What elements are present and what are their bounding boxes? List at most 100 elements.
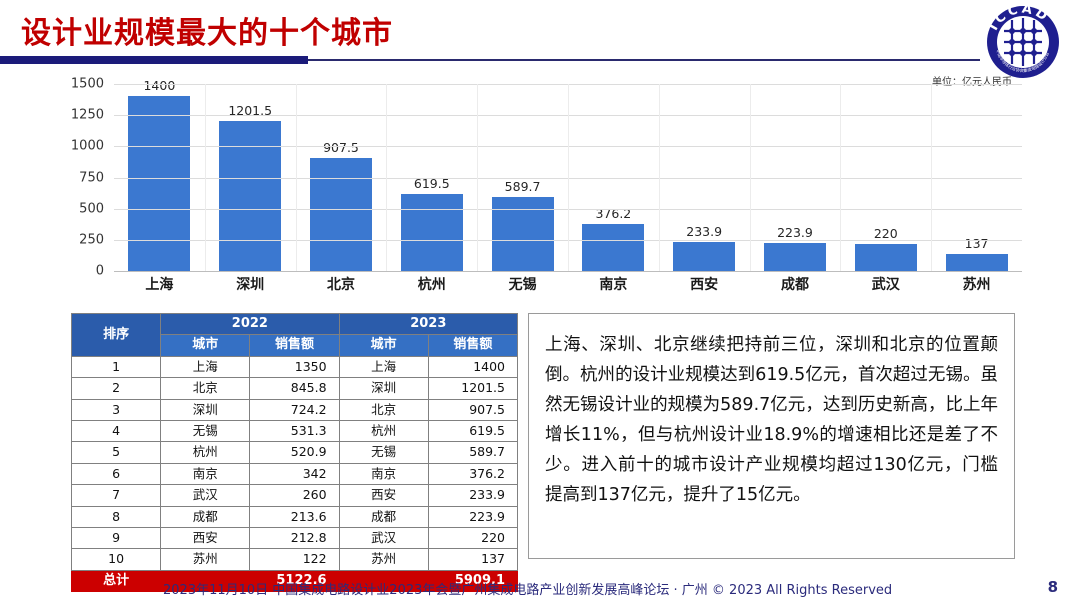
x-axis-tick-label: 上海 bbox=[145, 277, 174, 293]
page-number: 8 bbox=[1047, 578, 1058, 596]
table-row: 9 西安 212.8 武汉 220 bbox=[70, 527, 519, 550]
x-axis-tick-label: 无锡 bbox=[508, 277, 537, 293]
sales-2022-cell: 260 bbox=[249, 484, 340, 507]
chart-bar-slot: 1400 bbox=[114, 78, 205, 271]
chart-bar-slot: 233.9 bbox=[659, 84, 750, 271]
chart-bar-slot: 619.5 bbox=[386, 84, 477, 271]
sales-2022-cell: 122 bbox=[249, 548, 340, 571]
table-body: 1 上海 1350 上海 1400 2 北京 845.8 深圳 1201.5 3 深圳 724.2 北京 9… bbox=[70, 355, 519, 593]
city-2023-cell: 深圳 bbox=[338, 377, 429, 400]
commentary-text: 上海、深圳、北京继续把持前三位，深圳和北京的位置颠倒。杭州的设计业规模达到619… bbox=[545, 335, 998, 505]
y-axis-tick-label: 1250 bbox=[70, 107, 104, 123]
chart-vertical-gridline bbox=[658, 84, 660, 271]
sales-2023-cell: 220 bbox=[427, 527, 519, 550]
x-axis-tick-label: 杭州 bbox=[417, 277, 446, 293]
chart-vertical-gridline bbox=[568, 84, 569, 271]
table-row: 6 南京 342 南京 376.2 bbox=[70, 462, 519, 486]
rank-cell: 8 bbox=[70, 505, 162, 529]
city-2022-cell: 苏州 bbox=[160, 548, 251, 571]
city-2022-cell: 西安 bbox=[160, 527, 251, 550]
sales-2023-cell: 233.9 bbox=[427, 484, 519, 507]
slide-footer: 2023年11月10日 中国集成电路设计业2023年会暨广州集成电路产业创新发展… bbox=[0, 578, 1080, 602]
table-header-row-years: 排序 2022 2023 bbox=[70, 312, 519, 357]
total-blank-2023 bbox=[338, 569, 429, 593]
chart-bars: 1400 1201.5 907.5 619.5 589.7 376.2 233.9 223.9… bbox=[114, 78, 1022, 271]
chart-bar-slot: 376.2 bbox=[568, 84, 659, 271]
city-2022-cell: 深圳 bbox=[160, 398, 251, 422]
total-blank-2022 bbox=[160, 569, 251, 593]
city-2022-cell: 上海 bbox=[160, 355, 251, 379]
sales-2022-cell: 845.8 bbox=[249, 377, 340, 400]
col-header-sales-2022: 销售额 bbox=[249, 334, 340, 357]
city-2022-cell: 无锡 bbox=[160, 420, 251, 443]
chart-plot-area: 1400 1201.5 907.5 619.5 589.7 376.2 233.9 223.9… bbox=[114, 78, 1022, 299]
sales-2022-cell: 212.8 bbox=[249, 527, 340, 550]
sales-2022-cell: 213.6 bbox=[249, 505, 340, 529]
sales-2022-cell: 724.2 bbox=[249, 398, 340, 422]
chart-bar-value-label: 619.5 bbox=[413, 175, 450, 191]
table-total-row: 总计 5122.6 5909.1 bbox=[70, 569, 519, 593]
city-ranking-table: 排序 2022 2023 城市 销售额 城市 销售额 1 上海 1350 上海 1400… bbox=[70, 312, 519, 593]
city-2023-cell: 无锡 bbox=[338, 441, 429, 464]
sales-2023-cell: 589.7 bbox=[427, 441, 519, 464]
table-row: 2 北京 845.8 深圳 1201.5 bbox=[70, 377, 519, 400]
col-header-city-2022: 城市 bbox=[160, 334, 251, 357]
y-axis-tick-label: 750 bbox=[79, 170, 104, 185]
x-axis-tick-label: 深圳 bbox=[236, 277, 265, 293]
x-axis-tick-label: 南京 bbox=[599, 277, 628, 293]
chart-bar-value-label: 907.5 bbox=[323, 139, 359, 155]
chart-bar: 589.7 bbox=[491, 179, 554, 271]
x-axis-tick-label: 苏州 bbox=[962, 277, 991, 293]
chart-bar: 137 bbox=[945, 236, 1008, 271]
city-2022-cell: 武汉 bbox=[160, 484, 251, 507]
rank-cell: 3 bbox=[70, 398, 162, 422]
bar-chart: 1500 1250 1000 750 500 250 0 1400 1201.5 907.5 61… bbox=[62, 77, 1022, 299]
x-axis-tick-label: 北京 bbox=[326, 277, 355, 293]
table-row: 8 成都 213.6 成都 223.9 bbox=[70, 505, 519, 529]
footer-text: 2023年11月10日 中国集成电路设计业2023年会暨广州集成电路产业创新发展… bbox=[163, 583, 893, 598]
sales-2023-cell: 137 bbox=[427, 548, 519, 571]
chart-bar-slot: 589.7 bbox=[477, 84, 568, 271]
chart-bar: 233.9 bbox=[673, 224, 736, 271]
page-title: 设计业规模最大的十个城市 bbox=[21, 16, 393, 51]
table-header-row-sub: 城市 销售额 城市 销售额 bbox=[72, 334, 519, 357]
commentary-panel: 上海、深圳、北京继续把持前三位，深圳和北京的位置颠倒。杭州的设计业规模达到619… bbox=[528, 313, 1015, 559]
sales-2023-cell: 376.2 bbox=[427, 462, 519, 486]
rank-cell: 2 bbox=[70, 377, 162, 400]
chart-bar-value-label: 589.7 bbox=[504, 179, 541, 195]
title-rule-thin bbox=[308, 59, 980, 61]
sales-2023-cell: 619.5 bbox=[427, 420, 519, 443]
total-sales-2023: 5909.1 bbox=[427, 569, 519, 593]
sales-2022-cell: 520.9 bbox=[249, 441, 340, 464]
chart-bar-slot: 220 bbox=[840, 84, 931, 271]
table-row: 1 上海 1350 上海 1400 bbox=[70, 355, 519, 379]
rank-cell: 10 bbox=[70, 548, 162, 571]
chart-vertical-gridline bbox=[295, 84, 297, 271]
chart-bar: 376.2 bbox=[582, 206, 645, 271]
rank-cell: 4 bbox=[70, 420, 162, 443]
city-2022-cell: 成都 bbox=[160, 505, 251, 529]
chart-bar-value-label: 1201.5 bbox=[228, 103, 273, 119]
sales-2023-cell: 1201.5 bbox=[427, 377, 519, 400]
city-2022-cell: 北京 bbox=[160, 377, 251, 400]
total-sales-2022: 5122.6 bbox=[249, 569, 340, 593]
chart-bar-value-label: 137 bbox=[964, 235, 989, 251]
chart-gridline bbox=[114, 271, 1022, 272]
chart-vertical-gridline bbox=[931, 84, 933, 271]
sales-2023-cell: 1400 bbox=[427, 355, 519, 379]
chart-y-axis: 1500 1250 1000 750 500 250 0 bbox=[62, 77, 110, 279]
chart-bar-slot: 223.9 bbox=[750, 84, 841, 271]
chart-bar-slot: 907.5 bbox=[296, 84, 387, 271]
table-row: 3 深圳 724.2 北京 907.5 bbox=[70, 398, 519, 422]
city-2023-cell: 南京 bbox=[338, 462, 429, 486]
col-header-sales-2023: 销售额 bbox=[427, 334, 519, 357]
sales-2022-cell: 1350 bbox=[249, 355, 340, 379]
y-axis-tick-label: 1500 bbox=[70, 76, 104, 92]
col-header-city-2023: 城市 bbox=[338, 334, 429, 357]
rank-cell: 5 bbox=[70, 441, 162, 464]
city-2022-cell: 杭州 bbox=[160, 441, 251, 464]
chart-vertical-gridline bbox=[386, 84, 388, 271]
chart-bar-slot: 1201.5 bbox=[205, 84, 296, 271]
chart-vertical-gridline bbox=[477, 84, 479, 271]
